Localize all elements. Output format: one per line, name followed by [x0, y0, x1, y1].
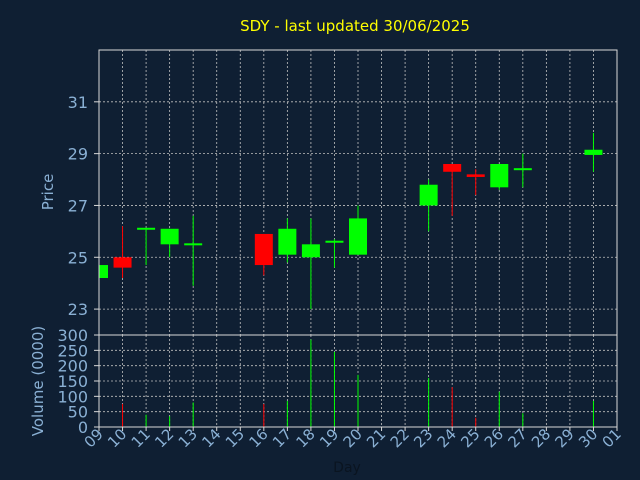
candle-body [184, 243, 203, 246]
candle-body [466, 174, 485, 177]
candle-body [254, 233, 273, 266]
candle-20 [349, 205, 367, 255]
candle-30 [584, 132, 603, 172]
candle-16 [254, 233, 273, 276]
x-axis-label: Day [333, 460, 361, 476]
price-tick-label: 25 [68, 248, 88, 267]
candle-11 [137, 227, 156, 266]
candle-body [513, 168, 532, 171]
candle-body [113, 257, 132, 268]
candle-09 [98, 265, 108, 278]
volume-tick-label: 200 [57, 357, 88, 376]
volume-tick-label: 0 [78, 418, 88, 437]
candle-24 [443, 164, 462, 216]
price-tick-label: 31 [68, 93, 88, 112]
price-tick-label: 29 [68, 145, 88, 164]
candle-body [137, 227, 156, 230]
volume-panel [122, 339, 594, 427]
candle-body [349, 218, 367, 255]
price-tick-label: 27 [68, 196, 88, 215]
volume-tick-label: 100 [57, 387, 88, 406]
candle-body [325, 240, 344, 243]
chart-title: SDY - last updated 30/06/2025 [240, 17, 470, 35]
candle-26 [490, 164, 509, 190]
candle-25 [466, 169, 485, 196]
candle-body [490, 164, 509, 188]
price-panel [98, 132, 603, 310]
candle-27 [513, 153, 532, 188]
candle-19 [325, 239, 344, 268]
candle-body [99, 265, 108, 278]
volume-panel-frame [98, 334, 618, 428]
candle-10 [113, 226, 132, 278]
candle-body [419, 184, 438, 206]
candle-18 [301, 218, 320, 310]
candle-body [443, 164, 462, 172]
candle-17 [278, 218, 297, 263]
candle-body [278, 228, 297, 255]
price-tick-label: 23 [68, 300, 88, 319]
candle-13 [184, 215, 203, 286]
volume-tick-label: 150 [57, 372, 88, 391]
candle-23 [419, 179, 438, 232]
volume-tick-label: 50 [68, 403, 88, 422]
panel-frames [98, 49, 618, 428]
price-axis-label: Price [39, 174, 57, 211]
volume-tick-label: 300 [57, 326, 88, 345]
volume-tick-label: 250 [57, 341, 88, 360]
candle-body [584, 149, 603, 155]
candle-body [160, 228, 179, 245]
candle-body [301, 244, 320, 258]
volume-axis-label: Volume (0000) [29, 326, 47, 436]
candle-12 [160, 228, 179, 258]
